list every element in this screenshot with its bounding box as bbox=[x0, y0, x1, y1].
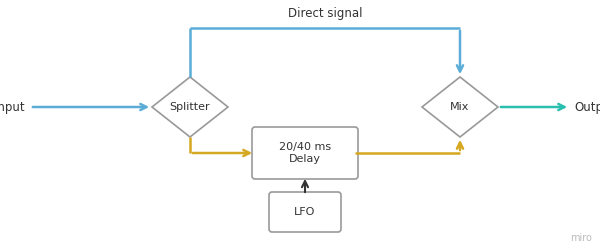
Text: LFO: LFO bbox=[295, 207, 316, 217]
Text: Mix: Mix bbox=[451, 102, 470, 112]
Text: Input: Input bbox=[0, 101, 26, 114]
Text: Splitter: Splitter bbox=[170, 102, 211, 112]
Text: miro: miro bbox=[570, 233, 592, 243]
FancyBboxPatch shape bbox=[252, 127, 358, 179]
Text: 20/40 ms
Delay: 20/40 ms Delay bbox=[279, 142, 331, 164]
FancyBboxPatch shape bbox=[269, 192, 341, 232]
Text: Direct signal: Direct signal bbox=[288, 7, 362, 20]
Text: Output: Output bbox=[574, 101, 600, 114]
